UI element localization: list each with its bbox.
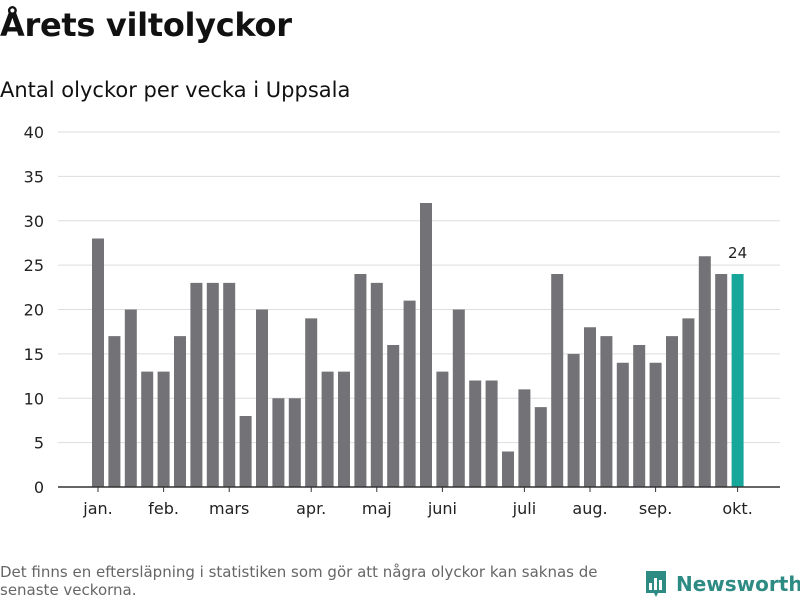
y-tick-label: 30 bbox=[24, 212, 44, 231]
bar bbox=[518, 389, 531, 487]
y-tick-label: 15 bbox=[24, 345, 44, 364]
bar bbox=[387, 345, 400, 487]
bar bbox=[223, 282, 236, 487]
bar bbox=[124, 309, 137, 487]
bar bbox=[715, 274, 728, 487]
highlight-value-label: 24 bbox=[728, 244, 747, 262]
bar bbox=[370, 282, 383, 487]
bar bbox=[666, 336, 678, 487]
x-tick-label-aug: aug. bbox=[572, 499, 607, 518]
bar bbox=[649, 362, 662, 487]
bar bbox=[584, 327, 596, 487]
newsworthy-brand[interactable]: Newsworthy bbox=[644, 568, 800, 600]
y-tick-label: 40 bbox=[24, 123, 44, 142]
bar bbox=[420, 203, 432, 487]
x-tick-label-feb: feb. bbox=[148, 499, 179, 518]
y-tick-label: 10 bbox=[24, 389, 44, 408]
x-tick-label-maj: maj bbox=[362, 499, 392, 518]
bar bbox=[272, 398, 285, 487]
bar bbox=[452, 309, 465, 487]
footnote: Det finns en eftersläpning i statistiken… bbox=[0, 563, 598, 599]
bar bbox=[288, 398, 301, 487]
bar bbox=[239, 416, 252, 487]
bar bbox=[256, 309, 268, 487]
bar bbox=[551, 274, 564, 487]
bar bbox=[354, 274, 367, 487]
brand-name: Newsworthy bbox=[676, 572, 800, 596]
bar bbox=[633, 345, 646, 487]
bar bbox=[206, 282, 219, 487]
y-tick-label: 5 bbox=[34, 434, 44, 453]
x-tick-label-sep: sep. bbox=[639, 499, 672, 518]
x-tick-label-jan: jan. bbox=[82, 499, 112, 518]
bar bbox=[157, 371, 170, 487]
chart-subtitle: Antal olyckor per vecka i Uppsala bbox=[0, 78, 351, 102]
bar-chart-logo-icon bbox=[646, 571, 666, 597]
x-axis-ticks: jan. feb. mars apr. maj juni juli aug. sep. okt. bbox=[82, 487, 753, 518]
y-tick-label: 35 bbox=[24, 167, 44, 186]
bar bbox=[682, 318, 695, 487]
bar bbox=[567, 353, 580, 487]
bar bbox=[600, 336, 613, 487]
y-axis-ticks: 0 5 10 15 20 25 30 35 40 bbox=[24, 123, 44, 497]
grid-lines bbox=[58, 131, 780, 444]
x-tick-label-mars: mars bbox=[209, 499, 249, 518]
bar bbox=[485, 380, 498, 487]
x-tick-label-okt: okt. bbox=[722, 499, 752, 518]
x-tick-label-juli: juli bbox=[512, 499, 536, 518]
highlighted-bar bbox=[731, 274, 744, 487]
bar bbox=[502, 451, 514, 487]
bars bbox=[92, 203, 744, 487]
y-tick-label: 20 bbox=[24, 301, 44, 320]
data-labels: 24 bbox=[728, 244, 747, 262]
bar bbox=[338, 371, 350, 487]
bar bbox=[616, 362, 629, 487]
bar bbox=[108, 336, 121, 487]
chart-title: Årets viltolyckor bbox=[0, 6, 292, 44]
bar bbox=[141, 371, 154, 487]
y-tick-label: 25 bbox=[24, 256, 44, 275]
x-tick-label-juni: juni bbox=[427, 499, 457, 518]
bar bbox=[698, 256, 711, 487]
bar bbox=[321, 371, 334, 487]
bar bbox=[190, 282, 203, 487]
bar bbox=[92, 238, 104, 487]
bar bbox=[469, 380, 482, 487]
bar-chart: 0 5 10 15 20 25 30 35 40 jan. feb. mars apr. maj juni… bbox=[24, 123, 780, 518]
x-tick-label-apr: apr. bbox=[296, 499, 326, 518]
bar bbox=[174, 336, 186, 487]
bar bbox=[403, 300, 416, 487]
bar bbox=[305, 318, 318, 487]
bar bbox=[436, 371, 449, 487]
bar bbox=[534, 407, 547, 487]
y-tick-label: 0 bbox=[34, 478, 44, 497]
